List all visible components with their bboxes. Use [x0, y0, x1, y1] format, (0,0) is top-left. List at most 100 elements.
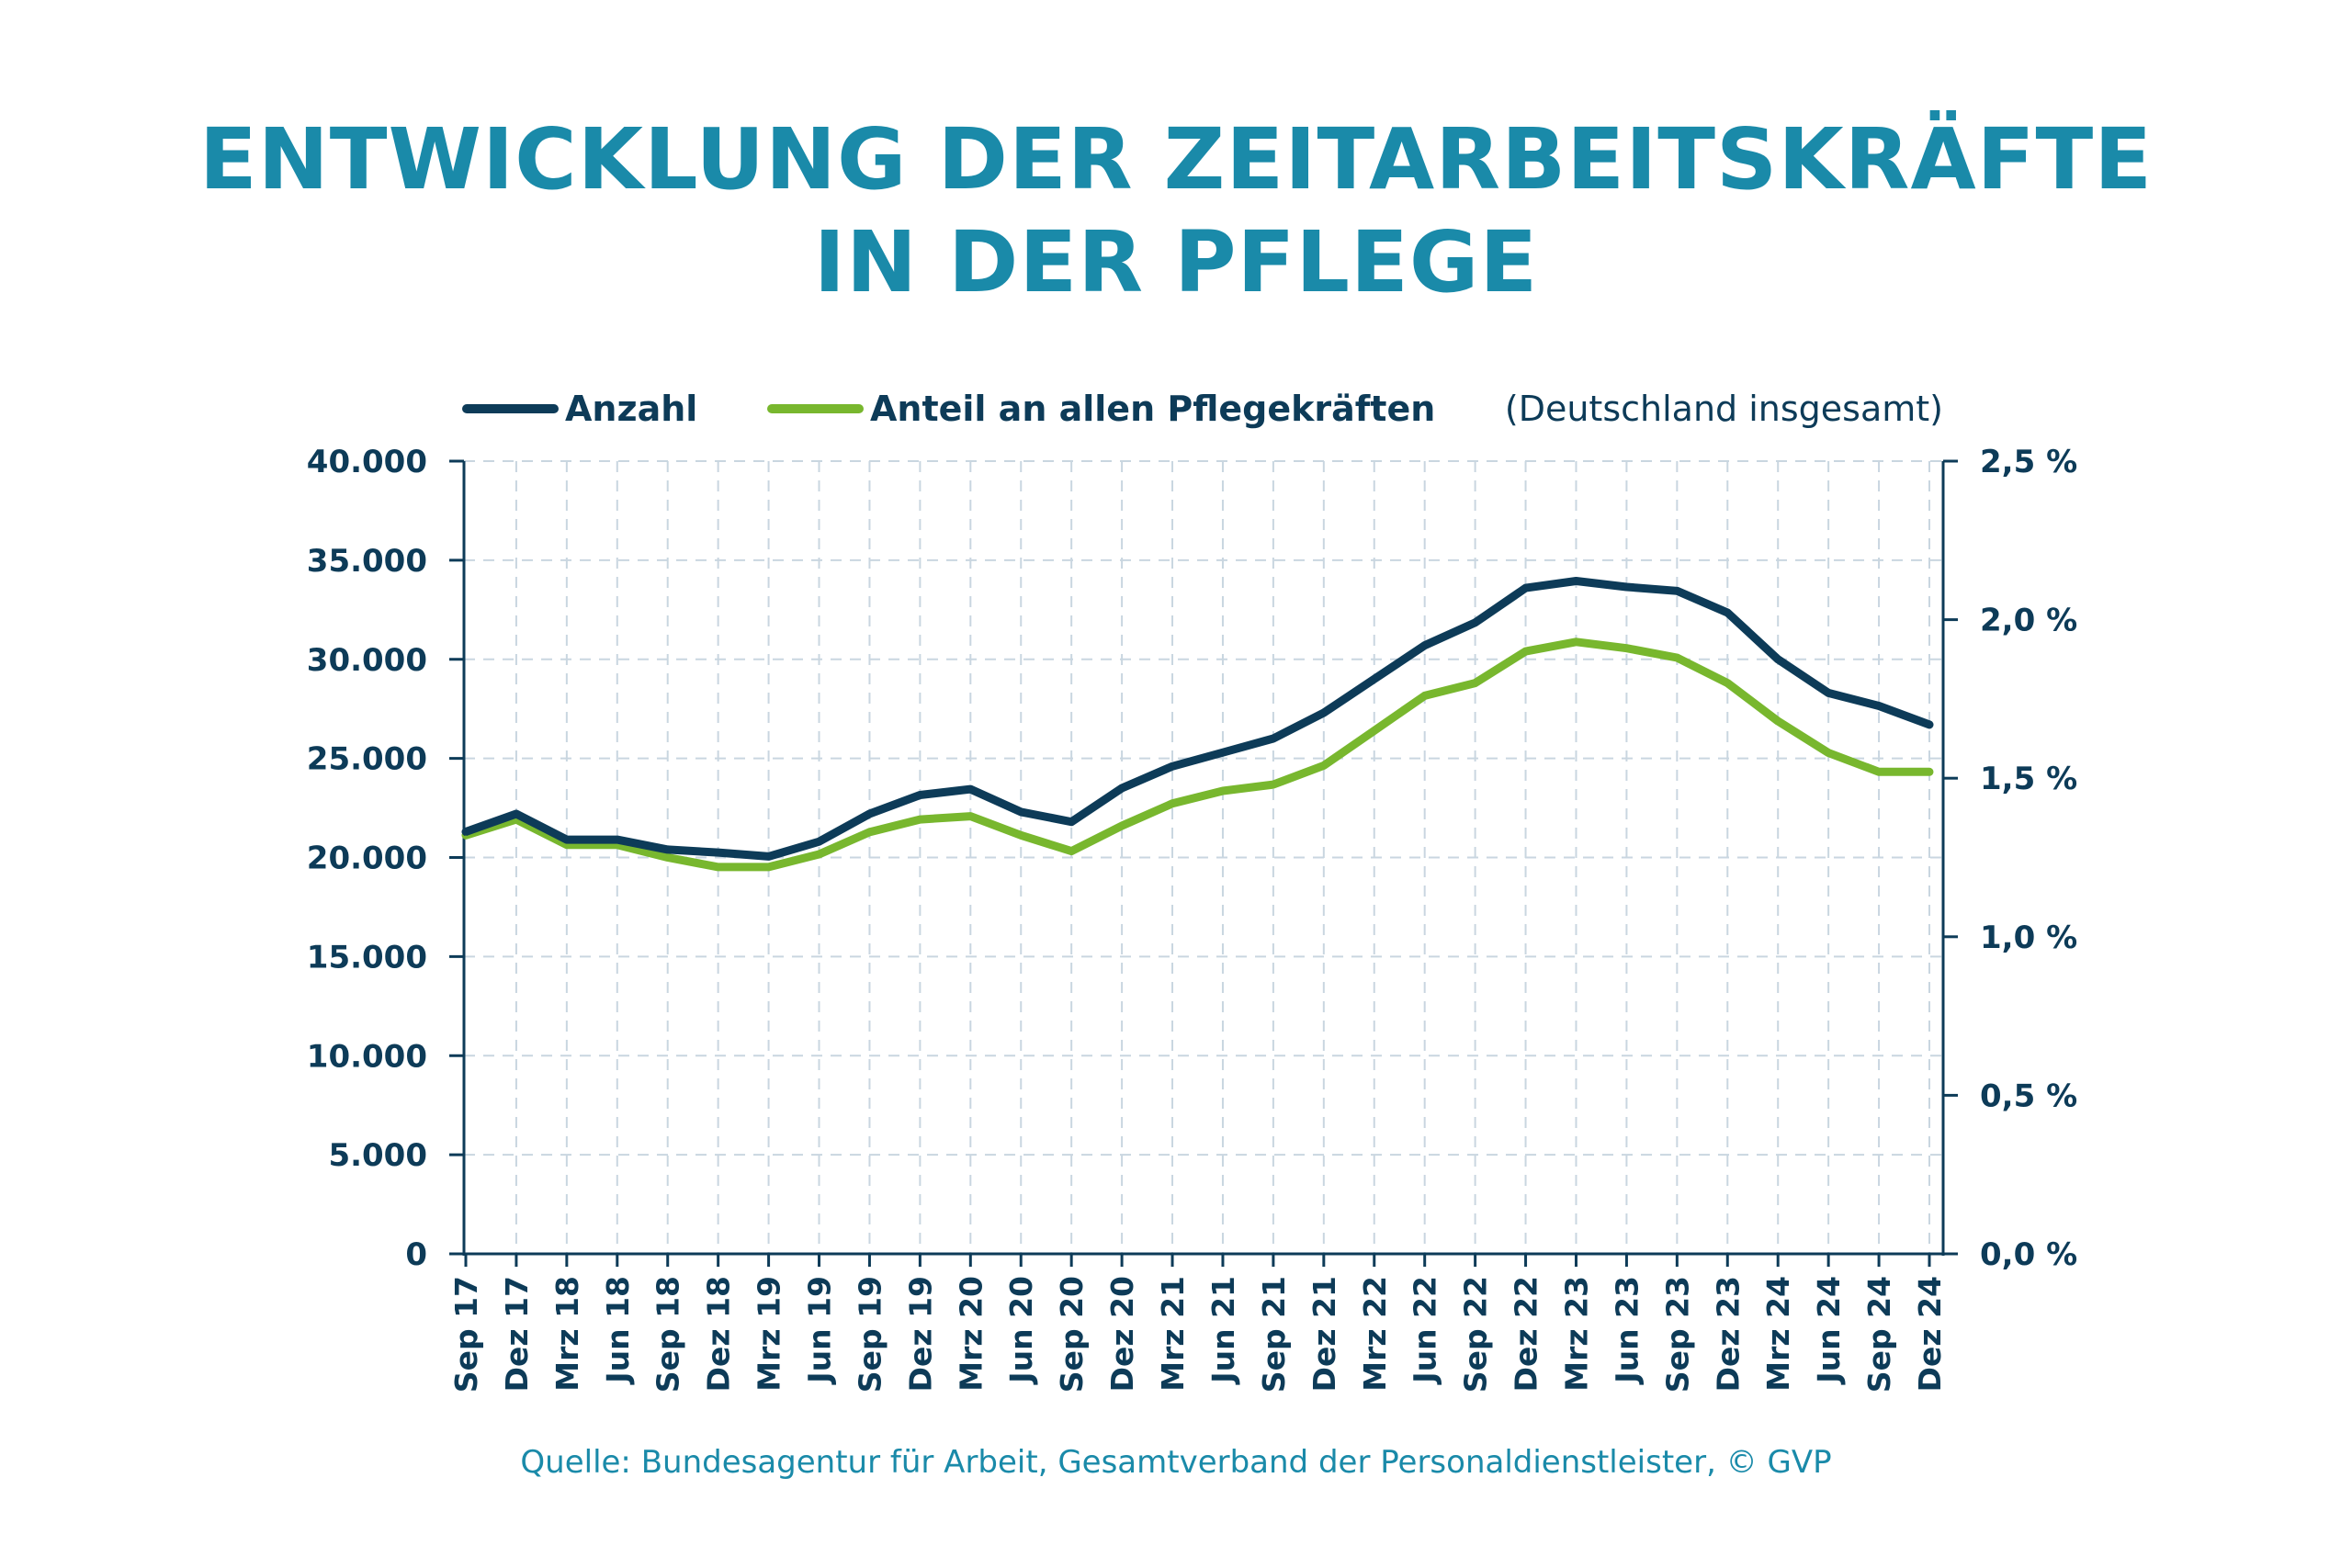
- point-anteil: [1575, 641, 1577, 643]
- point-anzahl: [1625, 586, 1627, 588]
- point-anteil: [1070, 851, 1072, 852]
- point-anteil: [1878, 771, 1880, 773]
- point-anzahl: [1928, 724, 1930, 726]
- title-line-2: IN DER PFLEGE: [813, 213, 1539, 311]
- x-tick-label: Mrz 24: [1760, 1276, 1796, 1392]
- point-anzahl: [819, 840, 820, 842]
- point-anteil: [1424, 694, 1426, 696]
- point-anteil: [1726, 682, 1728, 684]
- y-left-tick-label: 20.000: [307, 840, 427, 877]
- x-tick-label: Dez 19: [902, 1276, 938, 1392]
- legend: Anzahl Anteil an allen Pflegekräften (Deut…: [462, 389, 1943, 429]
- x-tick-label: Jun 18: [600, 1276, 636, 1385]
- x-tick-label: Jun 22: [1408, 1276, 1443, 1385]
- point-anteil: [566, 844, 568, 846]
- legend-label-anzahl: Anzahl: [565, 389, 697, 429]
- y-left-tick-label: 40.000: [307, 444, 427, 480]
- point-anteil: [868, 831, 870, 833]
- point-anzahl: [515, 813, 517, 815]
- y-right-tick-label: 1,0 %: [1980, 919, 2077, 956]
- x-tick-label: Mrz 23: [1558, 1276, 1594, 1392]
- x-tick-label: Sep 24: [1861, 1276, 1897, 1393]
- x-tick-label: Mrz 21: [1155, 1276, 1191, 1392]
- point-anzahl: [1171, 765, 1173, 767]
- x-tick-label: Sep 20: [1054, 1276, 1090, 1393]
- point-anzahl: [969, 788, 971, 790]
- x-tick-label: Jun 24: [1811, 1276, 1847, 1385]
- point-anteil: [1525, 650, 1527, 652]
- point-anteil: [1272, 784, 1274, 785]
- y-right-tick-label: 2,5 %: [1980, 444, 2077, 480]
- point-anteil: [1323, 764, 1325, 766]
- x-tick-label: Sep 23: [1659, 1276, 1695, 1393]
- x-tick-label: Mrz 20: [953, 1276, 989, 1392]
- y-left-tick-label: 15.000: [307, 939, 427, 976]
- point-anzahl: [768, 855, 770, 857]
- y-right-tick-label: 0,0 %: [1980, 1236, 2077, 1273]
- y-left-tick-label: 35.000: [307, 543, 427, 580]
- point-anteil: [1020, 834, 1022, 836]
- point-anzahl: [667, 849, 669, 851]
- point-anteil: [616, 844, 618, 846]
- x-tick-label: Dez 23: [1710, 1276, 1746, 1392]
- point-anzahl: [1222, 751, 1224, 753]
- x-tick-label: Jun 21: [1205, 1276, 1241, 1385]
- point-anzahl: [1121, 787, 1123, 789]
- y-left-tick-label: 5.000: [328, 1137, 427, 1174]
- x-tick-label: Sep 19: [852, 1276, 888, 1393]
- point-anteil: [919, 818, 921, 820]
- point-anteil: [1475, 682, 1476, 684]
- point-anzahl: [1424, 645, 1426, 647]
- point-anteil: [1928, 771, 1930, 773]
- y-right-tick-label: 1,5 %: [1980, 761, 2077, 797]
- legend-note: (Deutschland insgesamt): [1505, 389, 1943, 429]
- point-anzahl: [1827, 692, 1829, 694]
- y-left-tick-label: 10.000: [307, 1038, 427, 1075]
- x-tick-label: Dez 24: [1912, 1276, 1948, 1392]
- y-left-tick-label: 30.000: [307, 642, 427, 679]
- x-tick-label: Sep 18: [650, 1276, 686, 1393]
- point-anzahl: [868, 813, 870, 815]
- series-line-anteil: [461, 637, 1934, 872]
- y-right-tick-label: 0,5 %: [1980, 1077, 2077, 1114]
- point-anzahl: [1525, 587, 1527, 589]
- axes: 0 5.000 10.000 15.000 20.000 25.000 30.000 35.0…: [307, 444, 2077, 1393]
- point-anteil: [1222, 790, 1224, 792]
- series-lines: [461, 577, 1934, 872]
- point-anzahl: [1020, 811, 1022, 813]
- x-tick-label: Sep 17: [448, 1276, 484, 1393]
- point-anzahl: [1726, 612, 1728, 614]
- point-anteil: [1121, 825, 1123, 827]
- legend-label-anteil: Anteil an allen Pflegekräften: [870, 389, 1435, 429]
- x-tick-label: Sep 21: [1256, 1276, 1292, 1393]
- point-anzahl: [465, 830, 467, 832]
- point-anteil: [1171, 803, 1173, 805]
- x-tick-label: Dez 17: [499, 1276, 535, 1392]
- y-left-tick-label: 0: [405, 1236, 427, 1273]
- point-anteil: [768, 866, 770, 868]
- source-note: Quelle: Bundesagentur für Arbeit, Gesamt…: [520, 1444, 1832, 1481]
- x-tick-label: Jun 20: [1003, 1276, 1039, 1385]
- point-anteil: [1827, 752, 1829, 754]
- title-line-1: ENTWICKLUNG DER ZEITARBEITSKRÄFTE: [198, 110, 2154, 209]
- y-right-tick-label: 2,0 %: [1980, 603, 2077, 639]
- x-tick-label: Sep 22: [1458, 1276, 1494, 1393]
- point-anzahl: [1070, 821, 1072, 823]
- x-tick-label: Dez 22: [1509, 1276, 1544, 1392]
- x-tick-label: Mrz 22: [1357, 1276, 1393, 1392]
- x-tick-label: Dez 20: [1104, 1276, 1140, 1392]
- chart-title: ENTWICKLUNG DER ZEITARBEITSKRÄFTE IN DER…: [0, 108, 2352, 314]
- point-anzahl: [1676, 590, 1678, 592]
- x-tick-label: Mrz 19: [752, 1276, 787, 1392]
- point-anzahl: [1878, 705, 1880, 706]
- x-tick-label: Mrz 18: [549, 1276, 585, 1392]
- x-tick-label: Dez 18: [701, 1276, 737, 1392]
- point-anzahl: [1777, 659, 1779, 660]
- point-anteil: [465, 834, 467, 836]
- point-anteil: [1625, 648, 1627, 649]
- x-tick-label: Jun 23: [1609, 1276, 1645, 1385]
- y-left-tick-label: 25.000: [307, 741, 427, 778]
- series-line-anzahl: [461, 577, 1934, 861]
- point-anteil: [969, 816, 971, 818]
- gridlines: [464, 460, 1943, 1254]
